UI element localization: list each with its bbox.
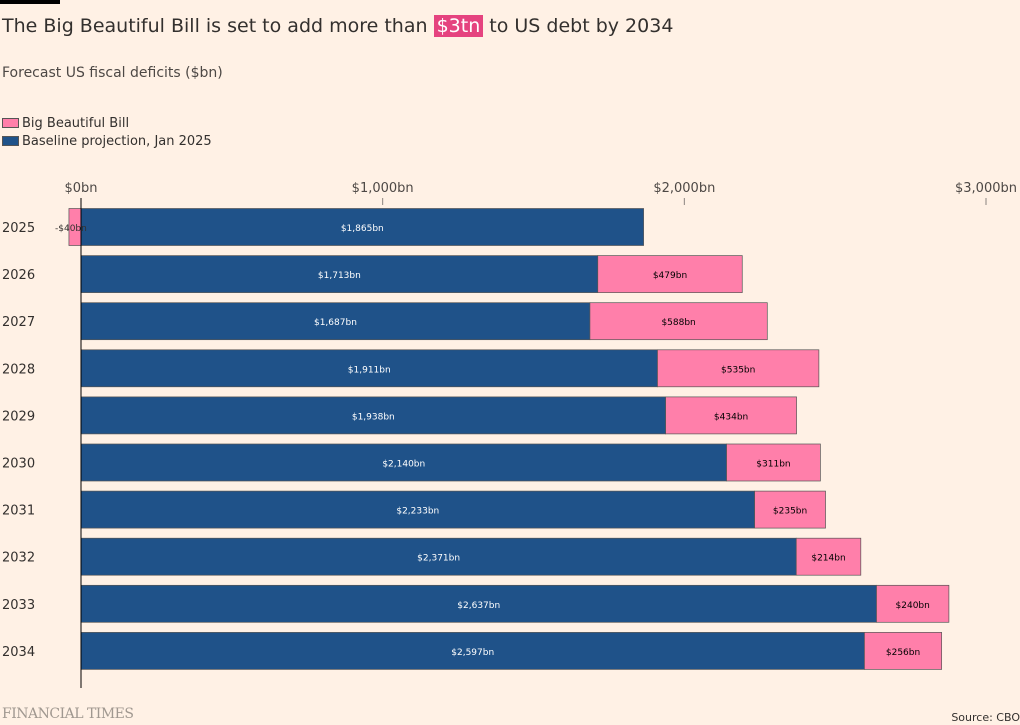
bar-bill	[665, 396, 797, 435]
bar-baseline	[80, 208, 644, 246]
x-tick-label: $0bn	[64, 181, 97, 196]
data-label-baseline: $2,140bn	[382, 460, 425, 470]
y-tick-label: 2030	[2, 457, 35, 472]
data-label-bill: $588bn	[661, 318, 695, 328]
data-label-baseline: $1,687bn	[314, 318, 357, 328]
data-label-bill: $240bn	[896, 601, 930, 611]
y-tick-label: 2034	[2, 645, 35, 660]
data-label-bill: $535bn	[721, 365, 755, 375]
bar-bill	[864, 632, 943, 670]
title-highlight: $3tn	[433, 15, 484, 37]
bar-baseline	[80, 490, 755, 529]
data-label-baseline: $1,865bn	[341, 224, 384, 234]
bar-baseline	[80, 396, 666, 435]
legend-item-bill: Big Beautiful Bill	[2, 114, 212, 132]
y-tick-label: 2029	[2, 409, 35, 424]
data-label-bill: $256bn	[886, 648, 920, 658]
source-note: Source: CBO	[951, 711, 1020, 724]
y-tick-label: 2032	[2, 551, 35, 566]
y-tick-label: 2028	[2, 362, 35, 377]
data-label-baseline: $1,713bn	[318, 271, 361, 281]
bar-baseline	[80, 632, 865, 670]
bar-bill	[597, 255, 743, 293]
chart-subtitle: Forecast US fiscal deficits ($bn)	[2, 65, 223, 81]
legend-label: Big Beautiful Bill	[22, 115, 130, 131]
data-label-bill: $214bn	[811, 554, 845, 564]
x-tick-label: $2,000bn	[653, 181, 715, 196]
data-label-baseline: $2,233bn	[396, 507, 439, 517]
y-tick-label: 2033	[2, 598, 35, 613]
title-text-end: to US debt by 2034	[483, 15, 674, 37]
bar-bill	[754, 490, 826, 529]
ft-logo: FINANCIAL TIMES	[2, 706, 134, 722]
bar-baseline	[80, 349, 658, 388]
bar-baseline	[80, 584, 877, 623]
data-label-bill: $479bn	[653, 271, 687, 281]
y-tick-label: 2031	[2, 504, 35, 519]
legend-swatch	[2, 136, 19, 146]
y-tick-label: 2025	[2, 221, 35, 236]
data-label-baseline: $1,911bn	[348, 365, 391, 375]
x-tick-label: $1,000bn	[352, 181, 414, 196]
bar-bill	[589, 302, 768, 341]
data-label-baseline: $2,637bn	[457, 601, 500, 611]
y-tick-label: 2026	[2, 268, 35, 283]
bar-bill	[795, 537, 862, 576]
data-label-baseline: $2,597bn	[451, 648, 494, 658]
bar-bill	[876, 584, 950, 623]
legend-label: Baseline projection, Jan 2025	[22, 133, 212, 149]
legend-item-baseline: Baseline projection, Jan 2025	[2, 132, 212, 150]
data-label-bill: -$40bn	[55, 224, 87, 234]
chart-title: The Big Beautiful Bill is set to add mor…	[2, 15, 673, 37]
bar-bill	[657, 349, 820, 388]
bar-baseline	[80, 537, 797, 576]
legend: Big Beautiful Bill Baseline projection, …	[2, 114, 212, 150]
brand-bar	[0, 0, 60, 4]
data-label-baseline: $2,371bn	[417, 554, 460, 564]
y-tick-label: 2027	[2, 315, 35, 330]
data-label-bill: $434bn	[714, 412, 748, 422]
x-tick-label: $3,000bn	[955, 181, 1017, 196]
title-text: The Big Beautiful Bill is set to add mor…	[2, 15, 434, 37]
data-label-baseline: $1,938bn	[352, 412, 395, 422]
data-label-bill: $311bn	[756, 460, 790, 470]
data-label-bill: $235bn	[773, 507, 807, 517]
bar-bill	[726, 443, 821, 482]
legend-swatch	[2, 118, 19, 128]
bar-baseline	[80, 443, 727, 482]
